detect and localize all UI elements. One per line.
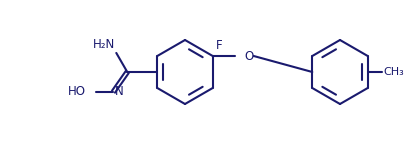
Text: CH₃: CH₃ [384,67,404,77]
Text: HO: HO [68,85,86,98]
Text: N: N [115,85,123,98]
Text: O: O [244,50,253,63]
Text: H₂N: H₂N [93,38,115,51]
Text: F: F [216,39,222,52]
